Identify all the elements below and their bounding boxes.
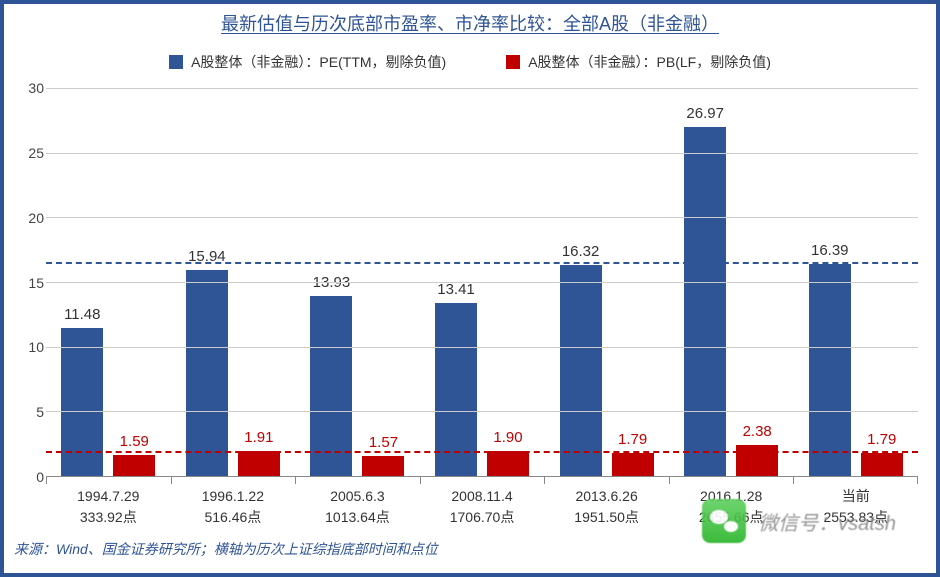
grid-line (46, 347, 918, 348)
bar-value-label: 11.48 (64, 306, 100, 323)
bar-pb: 1.90 (487, 451, 529, 476)
legend-item-pb: A股整体（非金融）：PB(LF，剔除负值) (506, 52, 771, 72)
bar-pb: 1.79 (612, 453, 654, 476)
watermark: 微信号：vsatsh (702, 499, 896, 543)
bar-value-label: 16.39 (811, 242, 849, 259)
plot-area: 051015202530 11.481.5915.941.9113.931.57… (46, 88, 918, 477)
legend-swatch-pe (169, 55, 183, 69)
bar-value-label: 26.97 (686, 105, 724, 122)
x-category-label: 1996.1.22516.46点 (171, 486, 296, 527)
bar-value-label: 1.59 (120, 433, 149, 450)
legend-item-pe: A股整体（非金融）：PE(TTM，剔除负值) (169, 52, 446, 72)
bar-pe: 16.39 (809, 264, 851, 476)
x-category-label: 2005.6.31013.64点 (295, 486, 420, 527)
x-label-index: 333.92点 (46, 507, 171, 527)
y-tick-label: 0 (36, 469, 44, 485)
chart-title: 最新估值与历次底部市盈率、市净率比较：全部A股（非金融） (4, 4, 936, 40)
grid-line (46, 411, 918, 412)
bar-pe: 13.93 (310, 296, 352, 476)
x-category-label: 2008.11.41706.70点 (420, 486, 545, 527)
bar-pe: 15.94 (186, 270, 228, 476)
y-tick-label: 30 (28, 80, 44, 96)
plot: 11.48 1.59 15.94 1.91 13.93 1.57 13.41 1.90 16.3… (46, 88, 918, 477)
bar-value-label: 1.79 (618, 431, 647, 448)
x-label-date: 1996.1.22 (171, 486, 296, 506)
bar-pb: 1.79 (861, 453, 903, 476)
chart-frame: 最新估值与历次底部市盈率、市净率比较：全部A股（非金融） A股整体（非金融）：P… (0, 0, 940, 577)
bar-pe: 16.32 (560, 265, 602, 476)
x-label-date: 2008.11.4 (420, 486, 545, 506)
x-label-index: 516.46点 (171, 507, 296, 527)
legend: A股整体（非金融）：PE(TTM，剔除负值) A股整体（非金融）：PB(LF，剔… (4, 40, 936, 82)
y-axis: 051015202530 (12, 88, 44, 477)
grid-line (46, 217, 918, 218)
bar-pb: 1.91 (238, 451, 280, 476)
y-tick-label: 20 (28, 210, 44, 226)
watermark-text: 微信号：vsatsh (758, 507, 896, 536)
bar-value-label: 16.32 (562, 243, 600, 260)
source-attribution: 来源：Wind、国金证券研究所；横轴为历次上证综指底部时间和点位 (14, 539, 438, 559)
x-label-date: 2013.6.26 (544, 486, 669, 506)
wechat-icon (702, 499, 746, 543)
bar-value-label: 13.41 (437, 281, 475, 298)
y-tick-label: 10 (28, 339, 44, 355)
grid-line (46, 282, 918, 283)
bar-pe: 11.48 (61, 328, 103, 476)
grid-line (46, 153, 918, 154)
bar-pb: 1.57 (362, 456, 404, 476)
x-label-index: 1706.70点 (420, 507, 545, 527)
bar-value-label: 1.57 (369, 434, 398, 451)
bar-pb: 2.38 (736, 445, 778, 476)
y-tick-label: 15 (28, 275, 44, 291)
grid-line (46, 88, 918, 89)
legend-swatch-pb (506, 55, 520, 69)
y-tick-label: 5 (36, 404, 44, 420)
x-label-index: 1013.64点 (295, 507, 420, 527)
legend-label-pb: A股整体（非金融）：PB(LF，剔除负值) (528, 52, 771, 72)
reference-line (46, 451, 918, 453)
legend-label-pe: A股整体（非金融）：PE(TTM，剔除负值) (191, 52, 446, 72)
x-label-date: 2005.6.3 (295, 486, 420, 506)
bar-value-label: 2.38 (743, 423, 772, 440)
bar-value-label: 1.79 (867, 431, 896, 448)
bar-value-label: 1.91 (244, 429, 273, 446)
x-label-index: 1951.50点 (544, 507, 669, 527)
reference-line (46, 262, 918, 264)
y-tick-label: 25 (28, 145, 44, 161)
x-category-label: 1994.7.29333.92点 (46, 486, 171, 527)
bar-pe: 26.97 (684, 127, 726, 476)
bar-value-label: 1.90 (493, 429, 522, 446)
x-category-label: 2013.6.261951.50点 (544, 486, 669, 527)
bar-pb: 1.59 (113, 455, 155, 476)
x-label-date: 1994.7.29 (46, 486, 171, 506)
